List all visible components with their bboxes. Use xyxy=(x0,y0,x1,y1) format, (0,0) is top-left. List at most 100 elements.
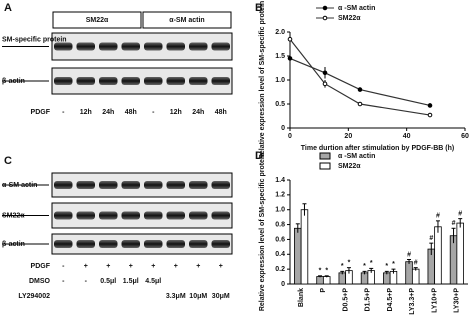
band xyxy=(144,240,163,248)
significance-mark: # xyxy=(429,235,433,242)
x-tick-label: D4.5+P xyxy=(387,288,394,312)
significance-mark: * xyxy=(385,263,388,270)
band xyxy=(121,42,140,51)
panel-letter: B xyxy=(255,2,263,14)
lane-label: - xyxy=(152,109,155,116)
x-tick-label: 0 xyxy=(288,133,292,140)
x-axis-title: Time durtion after stimulation by PDGF-B… xyxy=(301,145,454,152)
y-tick-label: 1.0 xyxy=(275,77,285,84)
y-tick-label: 1.4 xyxy=(275,177,285,184)
legend-swatch xyxy=(319,162,331,170)
y-tick-label: 1.5 xyxy=(275,53,285,60)
band xyxy=(54,240,73,248)
legend-marker xyxy=(322,5,328,11)
point xyxy=(357,87,363,92)
x-tick-label: 40 xyxy=(403,133,411,140)
y-tick-label: 1.2 xyxy=(275,192,285,199)
significance-mark: * xyxy=(341,263,344,270)
significance-mark: * xyxy=(363,263,366,270)
legend-label: α -SM actin xyxy=(338,153,375,160)
line xyxy=(289,38,431,116)
x-tick-label: 60 xyxy=(461,133,469,140)
y-tick-label: 0 xyxy=(281,281,285,288)
significance-mark: * xyxy=(325,268,328,275)
band xyxy=(166,181,185,189)
y-tick-label: 1.0 xyxy=(275,207,285,214)
point xyxy=(427,103,433,108)
x-tick-label: P xyxy=(320,288,327,293)
y-tick-label: 0.6 xyxy=(275,236,285,243)
band xyxy=(99,181,118,189)
band xyxy=(76,77,95,85)
bar xyxy=(360,272,369,285)
band xyxy=(54,211,73,220)
significance-mark: # xyxy=(436,213,440,220)
x-tick-label: LY30+P xyxy=(454,288,461,313)
panel-letter: A xyxy=(4,2,12,14)
y-tick-label: 2.0 xyxy=(275,29,285,36)
point xyxy=(322,70,328,76)
legend-label: SM22α xyxy=(338,163,361,170)
band xyxy=(121,240,140,248)
x-tick-label: LY10+P xyxy=(431,288,438,313)
band xyxy=(144,211,163,220)
band xyxy=(54,42,73,51)
x-tick-label: Blank xyxy=(298,288,305,307)
band xyxy=(76,181,95,189)
bar xyxy=(405,261,413,285)
significance-mark: # xyxy=(414,260,418,267)
lane-label: 24h xyxy=(192,109,204,116)
condition-label: LY294002 xyxy=(18,293,50,300)
point xyxy=(357,101,363,107)
lane-label: 4.5μl xyxy=(145,278,161,285)
band xyxy=(166,240,185,248)
panel-letter: C xyxy=(4,155,12,167)
lane-label: 12h xyxy=(170,109,182,116)
y-axis-title: Relative expression level of SM-specific… xyxy=(259,1,266,159)
bar xyxy=(434,226,442,285)
lane-label: 48h xyxy=(215,109,227,116)
blot-header-box xyxy=(52,11,142,29)
significance-mark: # xyxy=(458,210,462,217)
band xyxy=(189,77,208,85)
band xyxy=(211,181,230,189)
significance-mark: * xyxy=(348,260,351,267)
lane-label: 30μM xyxy=(212,293,230,300)
lane-label: 10μM xyxy=(189,293,207,300)
lane-label: - xyxy=(62,109,65,116)
lane-label: 12h xyxy=(80,109,92,116)
condition-label: DMSO xyxy=(29,278,51,285)
bar xyxy=(456,222,464,285)
band xyxy=(54,181,73,189)
band xyxy=(99,77,118,85)
band xyxy=(144,181,163,189)
significance-mark: # xyxy=(452,220,456,227)
x-tick-label: LY3.3+P xyxy=(409,288,416,315)
legend-label: α -SM actin xyxy=(338,5,375,12)
band xyxy=(99,42,118,51)
bar xyxy=(411,268,420,285)
band xyxy=(76,240,95,248)
band xyxy=(189,181,208,189)
lane-label: 24h xyxy=(102,109,114,116)
point xyxy=(287,36,293,42)
lane-label: + xyxy=(129,263,133,270)
band xyxy=(189,42,208,51)
band xyxy=(211,240,230,248)
band xyxy=(54,77,73,85)
band xyxy=(76,211,95,220)
blot-row-label: SM-specific protein xyxy=(2,36,67,43)
lane-label: + xyxy=(219,263,223,270)
band xyxy=(121,181,140,189)
blot-header: α-SM actin xyxy=(169,17,204,24)
point xyxy=(322,81,328,87)
band xyxy=(189,211,208,220)
band xyxy=(121,211,140,220)
bar xyxy=(322,276,331,285)
significance-mark: * xyxy=(370,260,373,267)
lane-label: - xyxy=(62,278,65,285)
lane-label: 3.3μM xyxy=(166,293,186,300)
band xyxy=(166,42,185,51)
band xyxy=(211,77,230,85)
